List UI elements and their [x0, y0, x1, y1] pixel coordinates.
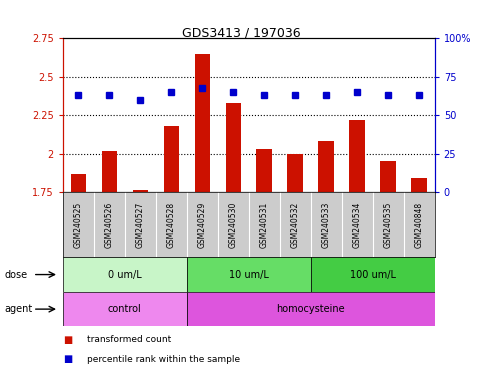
Text: 0 um/L: 0 um/L — [108, 270, 142, 280]
Text: GSM240525: GSM240525 — [74, 202, 83, 248]
Text: percentile rank within the sample: percentile rank within the sample — [87, 354, 240, 364]
Bar — [318, 141, 334, 192]
Text: GSM240535: GSM240535 — [384, 202, 393, 248]
Text: GSM240527: GSM240527 — [136, 202, 145, 248]
Text: GSM240530: GSM240530 — [229, 202, 238, 248]
Bar — [412, 178, 427, 192]
Text: GSM240529: GSM240529 — [198, 202, 207, 248]
Bar — [164, 126, 179, 192]
Text: ■: ■ — [63, 335, 72, 345]
Bar — [381, 161, 396, 192]
Text: GSM240526: GSM240526 — [105, 202, 114, 248]
Bar — [63, 257, 187, 292]
Text: transformed count: transformed count — [87, 335, 171, 344]
Bar — [226, 103, 241, 192]
Bar — [287, 154, 303, 192]
Text: ■: ■ — [63, 354, 72, 364]
Bar — [101, 151, 117, 192]
Text: GSM240534: GSM240534 — [353, 202, 362, 248]
Text: agent: agent — [5, 304, 33, 314]
Bar — [256, 149, 272, 192]
Text: homocysteine: homocysteine — [276, 304, 345, 314]
Bar — [187, 257, 311, 292]
Bar — [187, 292, 435, 326]
Text: dose: dose — [5, 270, 28, 280]
Text: GSM240531: GSM240531 — [260, 202, 269, 248]
Text: 10 um/L: 10 um/L — [229, 270, 269, 280]
Bar — [195, 54, 210, 192]
Bar — [350, 120, 365, 192]
Text: GSM240528: GSM240528 — [167, 202, 176, 248]
Bar — [71, 174, 86, 192]
Text: GSM240848: GSM240848 — [415, 202, 424, 248]
Text: GSM240533: GSM240533 — [322, 202, 331, 248]
Text: GSM240532: GSM240532 — [291, 202, 300, 248]
Bar — [132, 190, 148, 192]
Text: GDS3413 / 197036: GDS3413 / 197036 — [182, 27, 301, 40]
Text: control: control — [108, 304, 142, 314]
Text: 100 um/L: 100 um/L — [350, 270, 396, 280]
Bar — [311, 257, 435, 292]
Bar — [63, 292, 187, 326]
